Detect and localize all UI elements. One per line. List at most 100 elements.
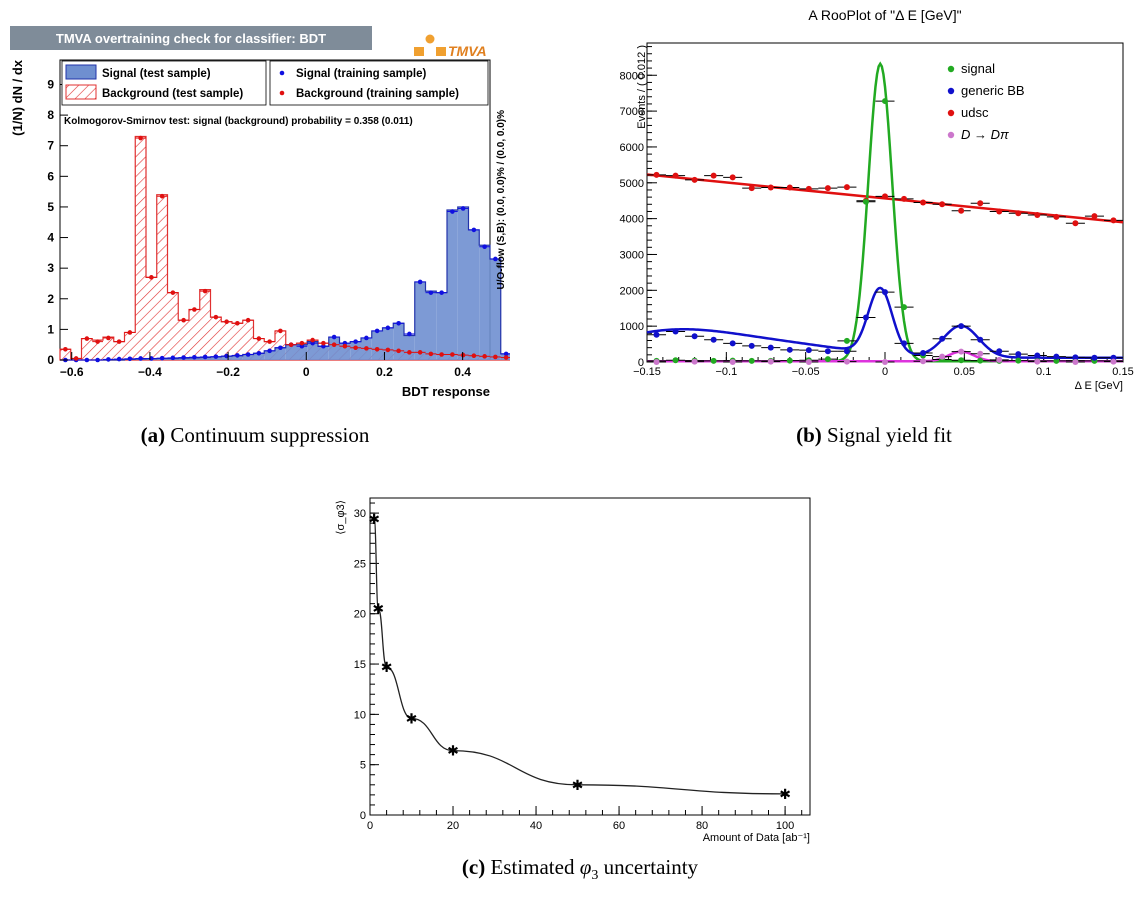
signal-train-point <box>84 357 90 363</box>
data-point <box>882 359 888 365</box>
data-point <box>958 207 965 214</box>
data-point <box>1053 357 1060 364</box>
signal-train-point <box>138 356 143 361</box>
data-point <box>920 199 927 206</box>
background-train-point <box>396 348 401 354</box>
y-tick-label: 6000 <box>620 142 644 154</box>
y-tick-label: 0 <box>638 357 644 369</box>
signal-train-point <box>493 256 498 262</box>
background-train-point <box>364 346 369 351</box>
signal-train-point <box>267 348 272 354</box>
uncertainty-curve <box>373 518 786 795</box>
x-tick-label: 60 <box>613 820 625 832</box>
ks-test-text: Kolmogorov-Smirnov test: signal (backgro… <box>64 116 413 127</box>
data-point <box>710 172 717 179</box>
signal-test-bar <box>285 344 297 360</box>
signal-test-bar <box>371 330 383 360</box>
signal-test-bar <box>490 258 501 360</box>
background-train-point <box>73 356 79 361</box>
background-train-point <box>310 337 315 343</box>
data-point <box>786 357 793 364</box>
data-point-marker: ✱ <box>779 786 791 802</box>
caption-a-label: (a) <box>140 423 166 447</box>
data-point <box>691 358 698 365</box>
y-tick-label: 0 <box>47 353 54 367</box>
signal-test-bar <box>307 341 318 360</box>
background-train-point <box>267 339 272 344</box>
x-tick-label: 80 <box>696 820 708 832</box>
data-point <box>710 336 717 343</box>
signal-test-bar <box>468 229 480 360</box>
y-axis-label: ⟨σ_φ3⟩ <box>335 500 347 535</box>
background-train-point <box>202 288 208 294</box>
background-train-point <box>95 339 100 344</box>
caption-c-text-pre: Estimated <box>490 855 580 879</box>
data-point <box>691 333 698 340</box>
data-point <box>1053 213 1060 220</box>
data-point <box>996 348 1003 355</box>
legend-swatch-background-test <box>65 84 97 100</box>
chart-title: A RooPlot of "Δ E [GeV]" <box>808 7 961 23</box>
data-point <box>996 356 1003 363</box>
data-point <box>767 358 774 365</box>
x-tick-label: 0.1 <box>1036 366 1051 378</box>
data-point <box>672 357 679 364</box>
legend-marker <box>947 87 955 95</box>
data-point <box>824 348 831 355</box>
data-point <box>862 198 869 205</box>
background-train-point <box>235 320 240 326</box>
signal-test-bar <box>350 341 361 360</box>
legend-marker-signal-train <box>279 70 285 76</box>
data-point <box>977 200 984 207</box>
bdt-overtraining-chart: TMVA overtraining check for classifier: … <box>10 26 510 399</box>
data-point <box>748 357 755 364</box>
data-point <box>1053 353 1060 360</box>
data-point <box>882 193 888 200</box>
data-point-marker: ✱ <box>368 511 380 527</box>
background-train-point <box>84 336 90 341</box>
data-point <box>939 335 946 342</box>
background-train-point <box>245 317 251 323</box>
signal-train-point <box>331 334 337 340</box>
legend-marker <box>947 65 955 73</box>
data-point <box>653 331 660 338</box>
y-tick-label: 3 <box>47 261 54 275</box>
data-point <box>939 201 946 208</box>
signal-train-point <box>192 354 197 360</box>
x-tick-label: −0.6 <box>60 365 84 379</box>
data-point <box>691 176 698 183</box>
data-point <box>977 350 984 357</box>
signal-train-point <box>385 325 391 331</box>
background-train-point <box>149 275 154 280</box>
data-point <box>843 337 850 344</box>
y-tick-label: 1000 <box>620 321 644 333</box>
background-train-point <box>138 135 143 141</box>
plot-frame <box>369 497 811 816</box>
y-tick-label: 4 <box>47 231 54 245</box>
caption-a: (a) Continuum suppression <box>0 423 510 448</box>
signal-train-point <box>235 353 240 358</box>
data-point <box>1015 210 1022 217</box>
signal-train-point <box>95 357 100 363</box>
legend-marker <box>947 109 955 117</box>
background-train-point <box>159 193 165 199</box>
background-train-point <box>503 355 509 360</box>
signal-test-bar <box>404 335 415 360</box>
data-point <box>958 348 965 355</box>
background-train-point <box>256 336 262 341</box>
signal-train-point <box>450 209 455 214</box>
data-point <box>843 358 850 365</box>
signal-test-bar <box>232 355 243 360</box>
signal-train-point <box>407 331 412 337</box>
data-point <box>805 347 812 354</box>
background-train-point <box>407 350 412 355</box>
logo-head-icon <box>425 34 435 44</box>
signal-test-bar <box>382 327 394 360</box>
x-tick-label: −0.4 <box>138 365 162 379</box>
data-point <box>1034 352 1041 359</box>
y-tick-label: 5 <box>47 200 54 214</box>
data-point <box>920 350 927 357</box>
y-tick-label: 5 <box>360 760 366 772</box>
data-point <box>977 336 984 343</box>
x-tick-label: −0.05 <box>792 366 820 378</box>
